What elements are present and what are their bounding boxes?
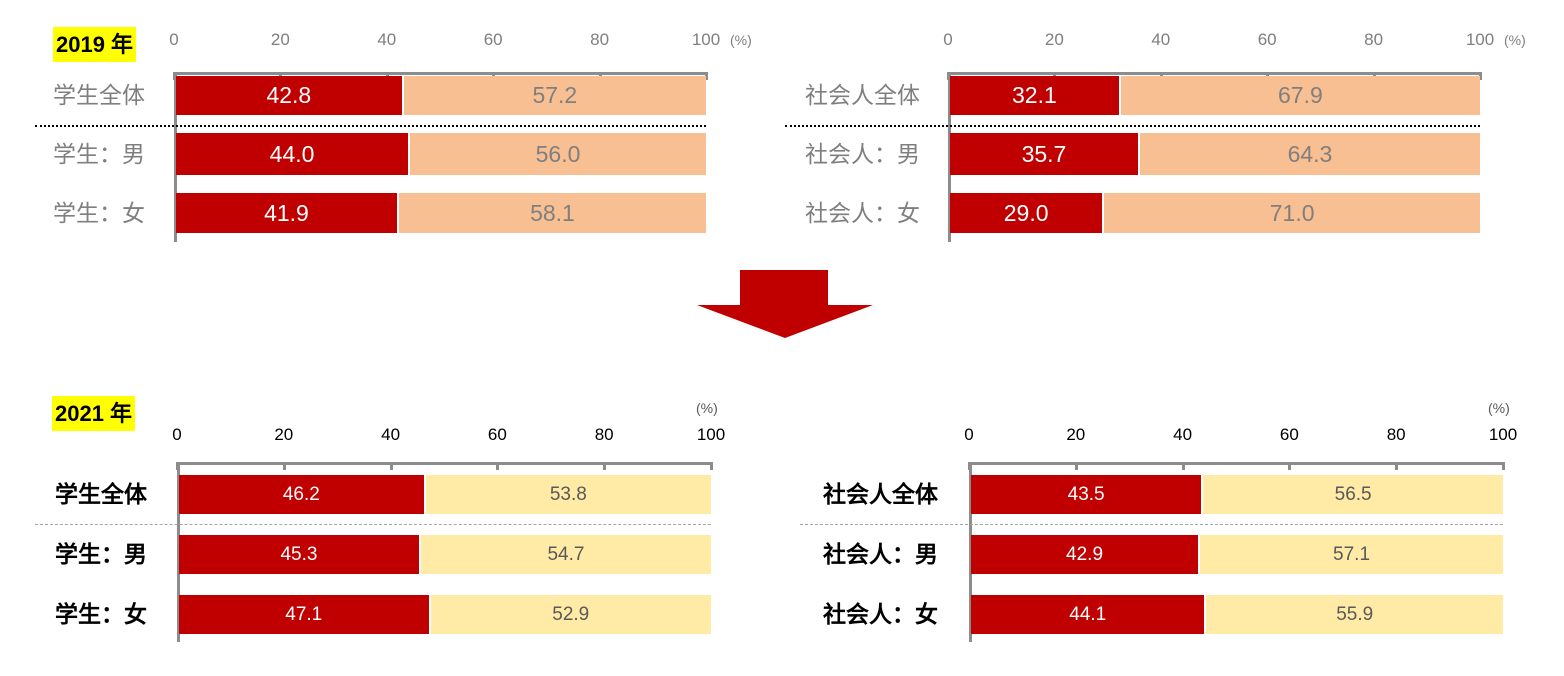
bar-segment-no: 56.5 (1203, 475, 1503, 514)
category-label: 学生全体 (53, 82, 145, 108)
tick-label: 100 (1465, 30, 1495, 49)
bar-segment-yes: 42.8 (176, 76, 402, 115)
bar-segment-yes: 46.2 (179, 475, 424, 514)
tick-label: 100 (1488, 425, 1518, 444)
tick-label: 60 (1257, 30, 1277, 49)
separator-line (35, 524, 711, 525)
bar-segment-no: 54.7 (420, 535, 711, 574)
bar-segment-no: 57.1 (1200, 535, 1503, 574)
category-label: 学生：男 (55, 541, 147, 567)
unit-label: (%) (1488, 400, 1510, 416)
bar-segment-no: 71.0 (1104, 193, 1480, 233)
unit-label: (%) (696, 400, 718, 416)
tick-label: 80 (590, 30, 610, 49)
tick-label: 80 (1386, 425, 1406, 444)
category-label: 学生：女 (55, 601, 147, 627)
x-axis-line (948, 72, 1480, 75)
x-axis-line (969, 462, 1503, 465)
tick-label: 20 (270, 30, 290, 49)
tick-label: 0 (172, 425, 182, 444)
bar-segment-no: 67.9 (1120, 76, 1480, 115)
unit-label: (%) (730, 32, 752, 48)
bar-segment-yes: 42.9 (971, 535, 1199, 574)
category-label: 社会人全体 (805, 82, 920, 108)
year-label: 2021 年 (52, 396, 136, 431)
tick-label: 40 (1173, 425, 1193, 444)
bar-segment-yes: 45.3 (179, 535, 419, 574)
bar-segment-yes: 43.5 (971, 475, 1202, 514)
tick-label: 60 (487, 425, 507, 444)
tick-label: 20 (274, 425, 294, 444)
separator-line (785, 125, 1480, 127)
tick-mark (1181, 462, 1185, 470)
bar-segment-yes: 44.1 (971, 595, 1205, 634)
y-axis-line (969, 462, 972, 642)
category-label: 社会人：男 (805, 141, 920, 167)
y-axis-line (948, 72, 951, 242)
tick-label: 60 (483, 30, 503, 49)
category-label: 学生：男 (53, 141, 145, 167)
tick-mark (389, 462, 393, 470)
bar-segment-yes: 35.7 (950, 133, 1138, 175)
tick-label: 100 (696, 425, 726, 444)
bar-segment-no: 64.3 (1139, 133, 1480, 175)
tick-label: 0 (169, 30, 179, 49)
category-label: 学生：女 (53, 200, 145, 226)
separator-line (800, 524, 1503, 525)
y-axis-line (174, 72, 177, 242)
unit-label: (%) (1504, 32, 1526, 48)
bar-segment-yes: 44.0 (176, 133, 409, 175)
bar-segment-no: 53.8 (425, 475, 711, 514)
year-label: 2019 年 (53, 27, 137, 62)
tick-label: 0 (964, 425, 974, 444)
tick-mark (705, 72, 708, 80)
tick-mark (1074, 462, 1078, 470)
bar-segment-no: 57.2 (403, 76, 706, 115)
bar-segment-no: 58.1 (398, 193, 706, 233)
category-label: 社会人：男 (823, 541, 938, 567)
tick-mark (496, 462, 500, 470)
tick-label: 0 (943, 30, 953, 49)
tick-mark (1395, 462, 1399, 470)
tick-label: 60 (1279, 425, 1299, 444)
category-label: 社会人全体 (823, 481, 938, 507)
y-axis-line (177, 462, 180, 642)
bar-segment-yes: 29.0 (950, 193, 1103, 233)
tick-mark (603, 462, 607, 470)
bar-segment-yes: 32.1 (950, 76, 1119, 115)
tick-mark (282, 462, 286, 470)
tick-label: 40 (377, 30, 397, 49)
tick-label: 20 (1066, 425, 1086, 444)
tick-mark (1288, 462, 1292, 470)
category-label: 社会人：女 (823, 601, 938, 627)
tick-mark (1502, 462, 1505, 470)
x-axis-line (174, 72, 706, 75)
tick-label: 40 (1151, 30, 1171, 49)
bar-segment-no: 52.9 (430, 595, 711, 634)
tick-label: 80 (594, 425, 614, 444)
tick-label: 80 (1364, 30, 1384, 49)
tick-label: 20 (1044, 30, 1064, 49)
x-axis-line (177, 462, 711, 465)
bar-segment-yes: 47.1 (179, 595, 429, 634)
separator-line (35, 125, 706, 127)
tick-label: 100 (691, 30, 721, 49)
tick-mark (710, 462, 713, 470)
bar-segment-no: 56.0 (410, 133, 706, 175)
category-label: 学生全体 (55, 481, 147, 507)
tick-mark (1479, 72, 1482, 80)
bar-segment-yes: 41.9 (176, 193, 397, 233)
category-label: 社会人：女 (805, 200, 920, 226)
tick-label: 40 (381, 425, 401, 444)
bar-segment-no: 55.9 (1206, 595, 1503, 634)
